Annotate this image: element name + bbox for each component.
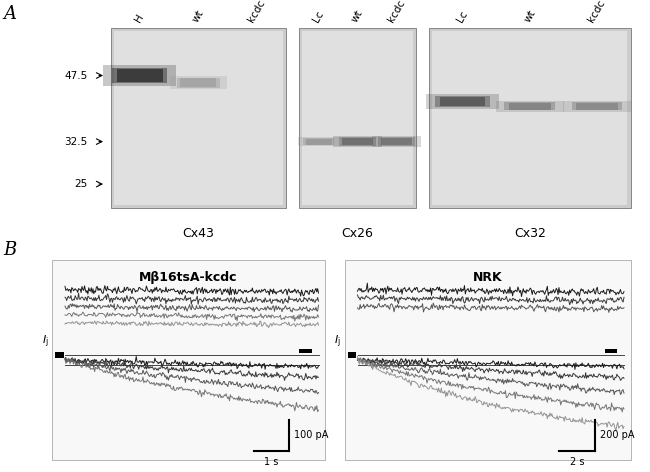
Bar [339,137,376,146]
Bar [348,352,356,358]
Text: $\it{I}_{\rm j}$: $\it{I}_{\rm j}$ [42,334,49,350]
Bar [55,352,64,358]
Bar [344,260,630,460]
Bar [298,137,339,146]
Bar [111,28,286,208]
Bar [440,97,486,106]
Bar [181,78,216,87]
Bar [563,101,630,112]
Bar [436,96,490,107]
Text: wt: wt [350,8,365,24]
Text: wt: wt [190,8,206,24]
Bar [496,101,564,112]
Bar [576,103,618,110]
Bar [508,103,551,110]
Bar [571,102,622,110]
Text: Cx32: Cx32 [514,227,546,240]
Text: $\it{I}_{\rm j}$: $\it{I}_{\rm j}$ [335,334,341,350]
Bar [112,67,167,83]
Bar [378,137,415,146]
Bar [302,31,413,205]
Bar [103,65,176,86]
Bar [381,138,412,145]
Bar [372,136,421,147]
Bar [117,69,162,82]
Bar [303,138,334,145]
Bar [299,349,312,353]
Bar [429,28,630,208]
Text: Cx26: Cx26 [341,227,374,240]
Text: 1 s: 1 s [264,457,279,467]
Text: 200 pA: 200 pA [600,430,634,440]
Bar [342,138,373,145]
Text: kcdc: kcdc [586,0,607,24]
Bar [177,77,220,88]
Bar [52,260,325,460]
Bar [333,136,382,147]
Text: H: H [133,12,146,24]
Text: wt: wt [522,8,538,24]
Text: NRK: NRK [473,271,502,285]
Text: Lc: Lc [311,8,326,24]
Text: kcdc: kcdc [246,0,267,24]
Text: 32.5: 32.5 [64,136,88,147]
Text: 2 s: 2 s [569,457,584,467]
Bar [432,31,627,205]
Text: 47.5: 47.5 [64,70,88,81]
Text: Mβ16tsA-kcdc: Mβ16tsA-kcdc [139,271,238,285]
Text: 25: 25 [75,179,88,189]
Bar [426,94,499,109]
Text: kcdc: kcdc [386,0,407,24]
Bar [114,31,283,205]
Text: B: B [3,241,16,259]
Bar [604,349,617,353]
Text: 100 pA: 100 pA [294,430,329,440]
Bar [299,28,416,208]
Bar [170,76,227,89]
Text: Lc: Lc [456,8,470,24]
Text: Cx43: Cx43 [182,227,215,240]
Bar [504,102,555,110]
Bar [306,139,332,144]
Text: A: A [3,5,16,23]
